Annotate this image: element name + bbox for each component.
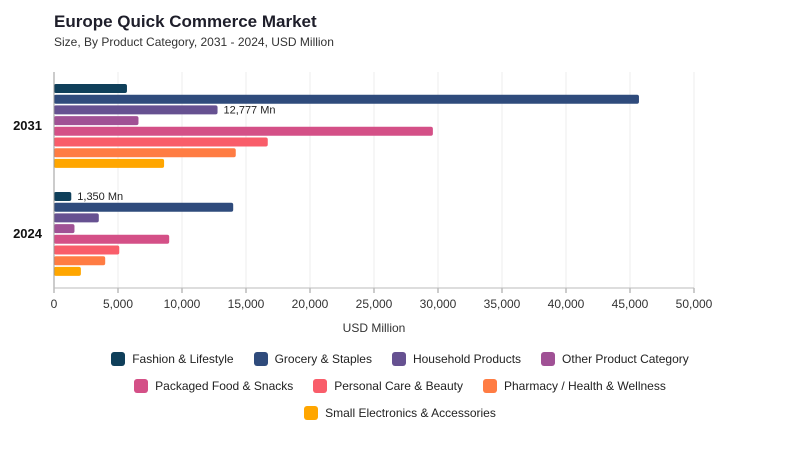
legend-swatch [304, 406, 319, 420]
x-tick-label: 45,000 [612, 297, 649, 311]
bar [54, 126, 433, 136]
x-axis: 0 5,000 10,000 15,000 20,000 25,000 30,000 35,0… [51, 72, 713, 335]
data-label: 12,777 Mn [224, 104, 276, 116]
legend-row: Fashion & Lifestyle Grocery & Staples Hous… [0, 352, 800, 366]
legend-label: Household Products [412, 352, 522, 366]
x-tick-label: 35,000 [484, 297, 521, 311]
legend-label: Small Electronics & Accessories [325, 406, 496, 420]
x-tick-label: 25,000 [356, 297, 393, 311]
legend-label: Grocery & Staples [274, 352, 372, 366]
x-tick-label: 50,000 [676, 297, 713, 311]
legend-swatch [391, 352, 406, 366]
x-tick-label: 10,000 [164, 297, 201, 311]
bar-chart: 12,777 Mn 1,350 Mn 0 5,000 10,000 15,000 20,0… [13, 72, 713, 335]
legend: Fashion & Lifestyle Grocery & Staples Hous… [0, 352, 800, 433]
chart-title: Europe Quick Commerce Market [54, 12, 317, 31]
category-label: 2024 [13, 226, 43, 241]
legend-item: Other Product Category [541, 352, 689, 366]
y-axis-categories: 2031 2024 [13, 118, 43, 241]
legend-item: Personal Care & Beauty [313, 379, 463, 393]
bar [54, 158, 165, 168]
legend-swatch [313, 379, 328, 393]
bar [54, 105, 218, 115]
bar [54, 202, 234, 212]
legend-label: Other Product Category [562, 352, 689, 366]
bar [54, 213, 99, 223]
bar [54, 245, 120, 255]
gridlines [117, 72, 695, 288]
legend-item: Small Electronics & Accessories [304, 406, 496, 420]
bar [54, 234, 170, 244]
bar [54, 224, 75, 234]
legend-row: Packaged Food & Snacks Personal Care & Be… [0, 379, 800, 393]
bar [54, 137, 268, 147]
legend-label: Packaged Food & Snacks [155, 379, 294, 393]
legend-swatch [253, 352, 268, 366]
bars [54, 84, 639, 276]
x-tick-label: 5,000 [103, 297, 133, 311]
data-labels: 12,777 Mn 1,350 Mn [77, 104, 275, 203]
legend-item: Household Products [391, 352, 522, 366]
legend-item: Fashion & Lifestyle [111, 352, 234, 366]
chart-subtitle: Size, By Product Category, 2031 - 2024, … [54, 35, 334, 49]
category-label: 2031 [13, 118, 42, 133]
legend-swatch [483, 379, 497, 393]
legend-row: Small Electronics & Accessories [0, 406, 800, 420]
legend-label: Fashion & Lifestyle [132, 352, 234, 366]
x-tick-label: 40,000 [548, 297, 585, 311]
x-axis-label: USD Million [343, 321, 406, 335]
x-tick-label: 15,000 [228, 297, 265, 311]
data-label: 1,350 Mn [77, 191, 123, 203]
bar [54, 148, 236, 158]
legend-swatch [134, 379, 149, 393]
x-tick-label: 0 [51, 297, 58, 311]
bar [54, 266, 81, 276]
bar [54, 94, 639, 104]
bar [54, 256, 106, 266]
legend-item: Packaged Food & Snacks [134, 379, 293, 393]
bar [54, 84, 127, 93]
legend-swatch [111, 352, 126, 366]
bar [54, 192, 72, 201]
legend-item: Grocery & Staples [253, 352, 372, 366]
x-tick-label: 30,000 [420, 297, 457, 311]
legend-swatch [541, 352, 556, 366]
legend-label: Pharmacy / Health & Wellness [504, 379, 666, 393]
legend-item: Pharmacy / Health & Wellness [483, 379, 666, 393]
legend-label: Personal Care & Beauty [334, 379, 463, 393]
bar [54, 116, 139, 126]
x-tick-label: 20,000 [292, 297, 329, 311]
